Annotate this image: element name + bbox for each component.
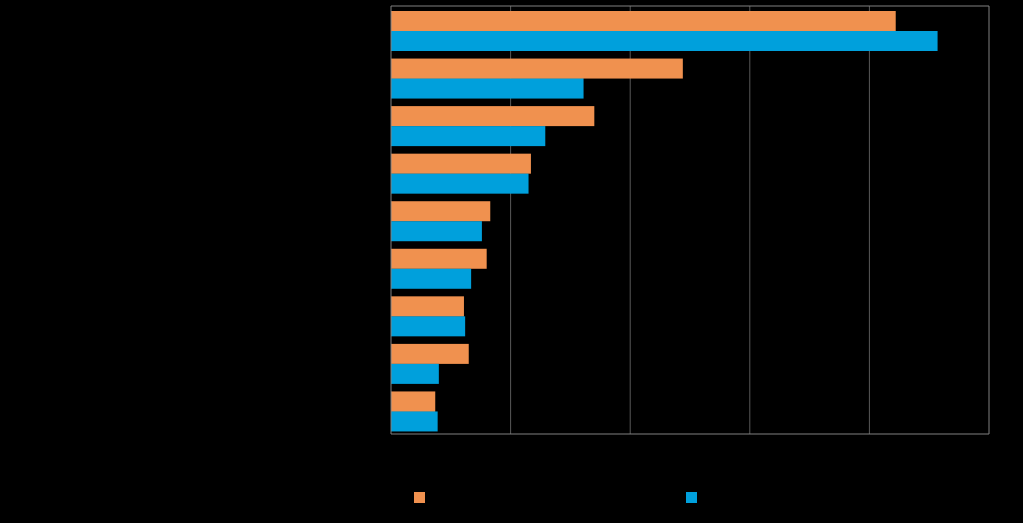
bar-series-2-category-1 <box>391 31 938 51</box>
legend-swatch-series-1 <box>414 491 425 503</box>
bar-series-2-category-7 <box>391 316 466 337</box>
bar-series-1-category-2 <box>391 58 683 79</box>
bar-series-2-category-2 <box>391 78 584 99</box>
axes <box>390 5 990 435</box>
bar-series-1-category-6 <box>391 248 487 269</box>
bar-series-1-category-5 <box>391 201 491 222</box>
bar-series-2-category-6 <box>391 268 472 289</box>
bar-series-2-category-9 <box>391 411 438 432</box>
bar-series-1-category-3 <box>391 106 595 127</box>
bar-series-2-category-3 <box>391 126 546 147</box>
bar-series-2-category-4 <box>391 173 529 194</box>
legend-item-series-2 <box>686 490 703 504</box>
bar-series-1-category-9 <box>391 391 436 412</box>
legend-swatch-series-2 <box>686 491 697 503</box>
bar-series-2-category-5 <box>391 221 482 242</box>
bar-series-1-category-4 <box>391 153 531 174</box>
bar-series-1-category-8 <box>391 343 469 364</box>
legend-item-series-1 <box>414 490 431 504</box>
bar-series-1-category-7 <box>391 296 464 317</box>
bar-series-2-category-8 <box>391 363 439 384</box>
bars <box>391 11 938 432</box>
bar-series-1-category-1 <box>391 11 896 31</box>
